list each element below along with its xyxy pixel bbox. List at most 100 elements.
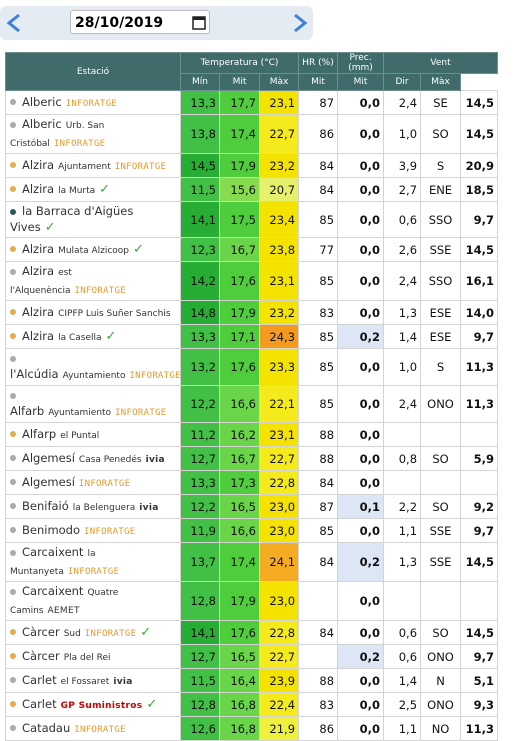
value-cell: ONO xyxy=(420,644,462,669)
value-cell: 11,3 xyxy=(460,348,499,386)
value-cell: 2,6 xyxy=(383,237,422,262)
value-cell: SSO xyxy=(420,201,462,238)
value-cell: 14,5 xyxy=(460,542,499,582)
station-cell: la Barraca d'Aigües Vives ✓ xyxy=(5,201,181,238)
value-cell: 0,1 xyxy=(337,494,385,519)
source-badge: INFORATGE xyxy=(74,286,126,296)
value-cell: 3,9 xyxy=(383,153,422,178)
group-header: Vent xyxy=(383,52,499,74)
station-name: Alberic xyxy=(22,94,62,109)
prev-day[interactable] xyxy=(4,12,24,34)
station-sub: Urb. San Cristóbal xyxy=(10,121,105,149)
status-dot xyxy=(10,246,16,252)
value-cell: 0,0 xyxy=(337,668,385,693)
status-dot xyxy=(10,268,16,275)
source-badge: ivia xyxy=(139,502,159,513)
value-cell: 84 xyxy=(298,542,339,582)
temp-cell: 16,6 xyxy=(219,518,260,543)
temp-cell: 12,3 xyxy=(180,237,220,262)
station-cell: Carcaixent la Muntanyeta INFORATGE xyxy=(5,542,181,582)
temp-cell: 17,4 xyxy=(219,542,260,582)
station-row: l'Alcúdia Ayuntamiento INFORATGE 13,2 17,6 23… xyxy=(5,348,499,386)
sub-header: Mit xyxy=(337,73,385,91)
temp-cell: 17,1 xyxy=(219,324,260,349)
value-cell: 9,7 xyxy=(460,644,499,669)
page: 28/10/2019 Estació Temperatura (°C) HR (%)… xyxy=(0,6,499,741)
temp-cell: 15,6 xyxy=(219,177,260,202)
status-dot xyxy=(10,549,16,556)
temp-cell: 12,8 xyxy=(180,692,220,717)
temp-cell: 23,0 xyxy=(258,518,300,543)
date-input[interactable]: 28/10/2019 xyxy=(70,10,210,34)
station-cell: Alzira est l'Alquenència INFORATGE xyxy=(5,261,181,301)
value-cell: 1,4 xyxy=(383,668,422,693)
station-cell: Alzira la Casella ✓ xyxy=(5,324,181,349)
value-cell: SE xyxy=(420,90,462,115)
check-mark: ✓ xyxy=(44,220,56,235)
source-badge: ivia xyxy=(145,454,165,465)
value-cell: 88 xyxy=(298,446,339,471)
group-header: Estació xyxy=(5,52,181,91)
temp-cell: 12,7 xyxy=(180,644,220,669)
station-cell: Carlet GP Suministros ✓ xyxy=(5,692,181,717)
temp-cell: 16,2 xyxy=(219,422,260,447)
check-mark: ✓ xyxy=(140,624,152,640)
value-cell: 84 xyxy=(298,620,339,645)
station-row: Alberic Urb. San Cristóbal INFORATGE 13,8 17… xyxy=(5,114,499,154)
station-row: Alzira est l'Alquenència INFORATGE 14,2 17,6… xyxy=(5,261,499,301)
station-cell: Càrcer Pla del Rei xyxy=(5,644,181,669)
station-row: Carlet el Fossaret ivia 11,5 16,4 23,9 88 0,0 1,… xyxy=(5,668,499,693)
temp-cell: 11,2 xyxy=(180,422,220,447)
station-row: Alberic INFORATGE 13,3 17,7 23,1 87 0,0 2,4 SE 14… xyxy=(5,90,499,115)
value-cell: 85 xyxy=(298,324,339,349)
value-cell: 14,5 xyxy=(460,620,499,645)
value-cell: 84 xyxy=(298,153,339,178)
value-cell: 0,0 xyxy=(337,153,385,178)
value-cell: 11,3 xyxy=(460,385,499,423)
station-name: Carlet xyxy=(22,672,57,687)
station-row: Carlet GP Suministros ✓ 12,8 16,8 22,4 83 0,0 2,… xyxy=(5,692,499,717)
value-cell: 85 xyxy=(298,518,339,543)
station-sub: Ajuntament xyxy=(58,161,111,172)
station-sub: el Fossaret xyxy=(60,676,110,687)
temp-cell: 13,7 xyxy=(180,542,220,582)
source-badge: INFORATGE xyxy=(74,724,126,735)
value-cell xyxy=(460,581,499,621)
station-cell: Càrcer Sud INFORATGE ✓ xyxy=(5,620,181,645)
status-dot xyxy=(10,479,16,485)
value-cell: 9,7 xyxy=(460,201,499,238)
value-cell: 16,1 xyxy=(460,261,499,301)
station-sub: Ayuntamiento xyxy=(62,371,126,381)
station-row: Alzira Ajuntament INFORATGE 14,5 17,9 23,2 84 0… xyxy=(5,153,499,178)
station-name: Carlet xyxy=(22,696,57,711)
station-row: Alzira Mulata Alzicoop ✓ 12,3 16,7 23,8 77 0,0 2… xyxy=(5,237,499,262)
value-cell: 87 xyxy=(298,90,339,115)
station-row: Alzira CIPFP Luis Suñer Sanchis 14,8 17,9 23… xyxy=(5,300,499,325)
value-cell xyxy=(420,581,462,621)
value-cell: 1,3 xyxy=(383,542,422,582)
value-cell: 14,5 xyxy=(460,114,499,154)
value-cell: 0,0 xyxy=(337,177,385,202)
value-cell: 86 xyxy=(298,716,339,741)
value-cell: 0,0 xyxy=(337,385,385,423)
status-dot xyxy=(10,431,16,437)
temp-cell: 13,3 xyxy=(180,324,220,349)
temp-cell: 13,2 xyxy=(180,348,220,386)
value-cell: 0,0 xyxy=(337,470,385,495)
status-dot xyxy=(10,725,16,731)
next-day[interactable] xyxy=(290,12,310,34)
value-cell: ESE xyxy=(420,324,462,349)
value-cell: 0,0 xyxy=(337,716,385,741)
value-cell: 1,1 xyxy=(383,716,422,741)
temp-cell: 13,8 xyxy=(180,114,220,154)
value-cell: 0,2 xyxy=(337,324,385,349)
value-cell: ONO xyxy=(420,385,462,423)
calendar-icon[interactable] xyxy=(192,15,206,30)
value-cell: SSO xyxy=(420,261,462,301)
status-dot xyxy=(10,455,16,461)
status-dot xyxy=(10,503,16,509)
value-cell: 0,6 xyxy=(383,644,422,669)
status-dot xyxy=(10,629,16,635)
station-name: Alzira xyxy=(22,241,55,256)
check-mark: ✓ xyxy=(146,696,158,712)
